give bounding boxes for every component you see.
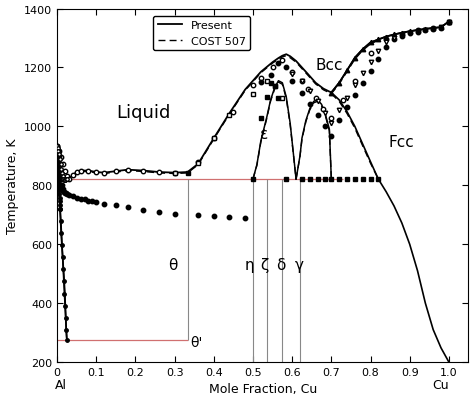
Text: Bcc: Bcc [316, 58, 343, 73]
Text: δ: δ [276, 258, 286, 273]
Text: Cu: Cu [432, 378, 449, 391]
Text: ε: ε [260, 127, 268, 142]
Text: η: η [245, 258, 255, 273]
Text: ζ: ζ [260, 258, 268, 273]
Legend: Present, COST 507: Present, COST 507 [153, 17, 250, 51]
Text: θ: θ [168, 258, 177, 273]
Text: Al: Al [55, 378, 67, 391]
Text: Fcc: Fcc [389, 134, 415, 149]
Y-axis label: Temperature, K: Temperature, K [6, 138, 18, 233]
Text: θ': θ' [190, 335, 202, 349]
Text: Liquid: Liquid [116, 103, 171, 122]
Text: γ: γ [295, 258, 304, 273]
X-axis label: Mole Fraction, Cu: Mole Fraction, Cu [209, 383, 317, 395]
